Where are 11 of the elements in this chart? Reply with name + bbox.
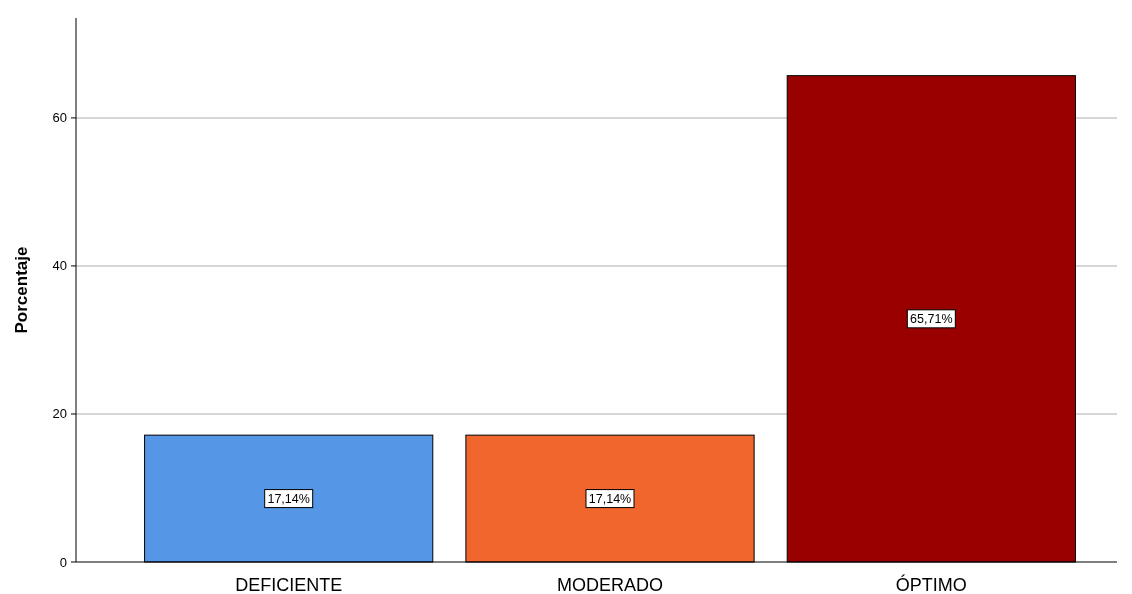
x-tick-label: MODERADO [556,575,664,594]
y-tick-label: 20 [52,406,67,422]
x-tick-label: DEFICIENTE [235,575,343,594]
y-axis-title: Porcentaje [12,246,31,334]
data-label: 17,14% [267,492,310,507]
data-label: 17,14% [588,492,632,507]
y-tick-label: 60 [52,110,67,126]
data-label: 65,71% [910,312,953,327]
x-tick-label: ÓPTIMO [895,574,967,594]
y-tick-label: 0 [59,554,67,570]
y-tick-label: 40 [52,258,67,274]
